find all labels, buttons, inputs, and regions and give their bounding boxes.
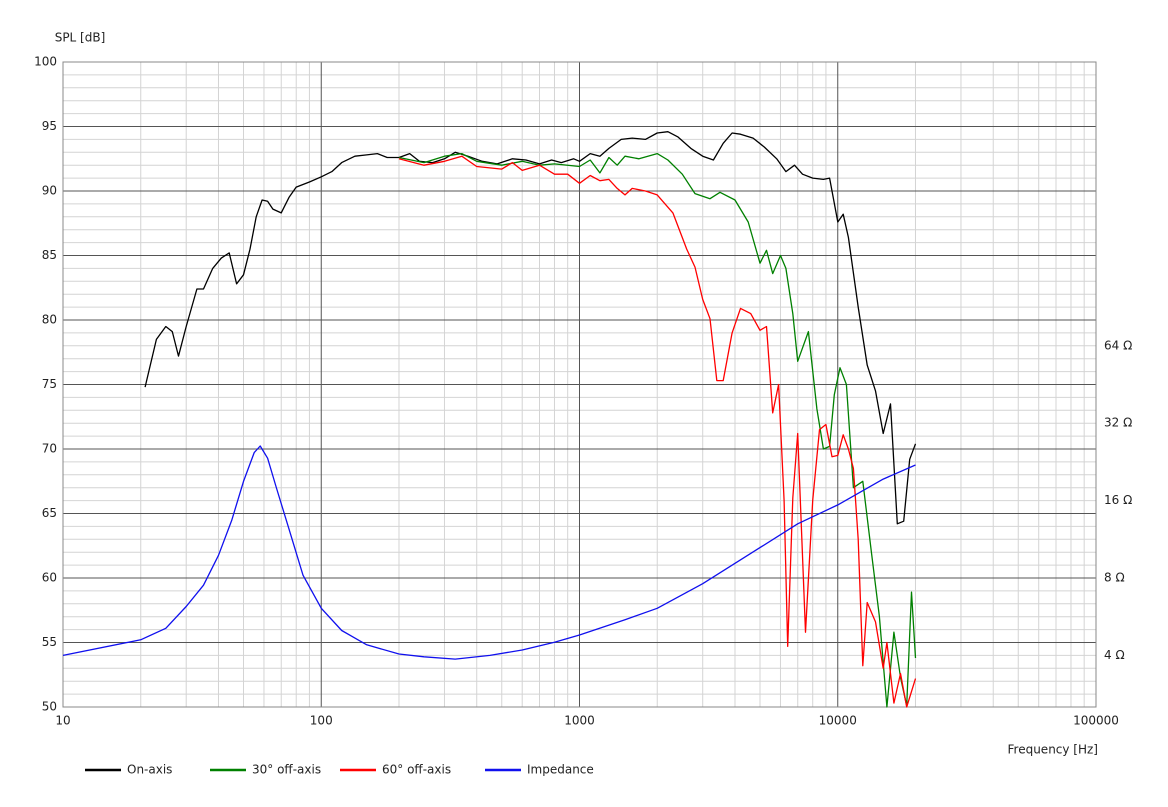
y-tick-label: 75 — [42, 377, 57, 391]
y-tick-label: 65 — [42, 506, 57, 520]
x-tick-label: 1000 — [564, 714, 595, 728]
x-tick-label: 100000 — [1073, 714, 1119, 728]
x-tick-label: 100 — [310, 714, 333, 728]
x-tick-label: 10000 — [819, 714, 857, 728]
y-tick-label: 50 — [42, 700, 57, 714]
y2-tick-label: 4 Ω — [1104, 648, 1125, 662]
series-line — [398, 152, 917, 708]
y-tick-label: 80 — [42, 313, 57, 327]
series-line — [398, 155, 917, 708]
legend-label: 60° off-axis — [382, 763, 451, 777]
legend-label: On-axis — [127, 763, 172, 777]
y-tick-label: 100 — [34, 55, 57, 69]
y2-tick-label: 64 Ω — [1104, 338, 1132, 352]
y-tick-label: 70 — [42, 442, 57, 456]
series-line — [144, 131, 917, 525]
series-line — [62, 445, 916, 660]
y-tick-label: 85 — [42, 248, 57, 262]
y-tick-label: 95 — [42, 119, 57, 133]
y2-tick-label: 16 Ω — [1104, 493, 1132, 507]
y-axis-label: SPL [dB] — [55, 31, 106, 45]
y-tick-label: 90 — [42, 184, 57, 198]
y-tick-label: 55 — [42, 635, 57, 649]
legend-label: Impedance — [527, 763, 594, 777]
y-tick-label: 60 — [42, 571, 57, 585]
x-tick-label: 10 — [55, 714, 70, 728]
y2-tick-label: 32 Ω — [1104, 416, 1132, 430]
x-axis-label: Frequency [Hz] — [1008, 743, 1099, 757]
y2-tick-label: 8 Ω — [1104, 571, 1125, 585]
legend-label: 30° off-axis — [252, 763, 321, 777]
plot-frame — [62, 61, 1097, 708]
